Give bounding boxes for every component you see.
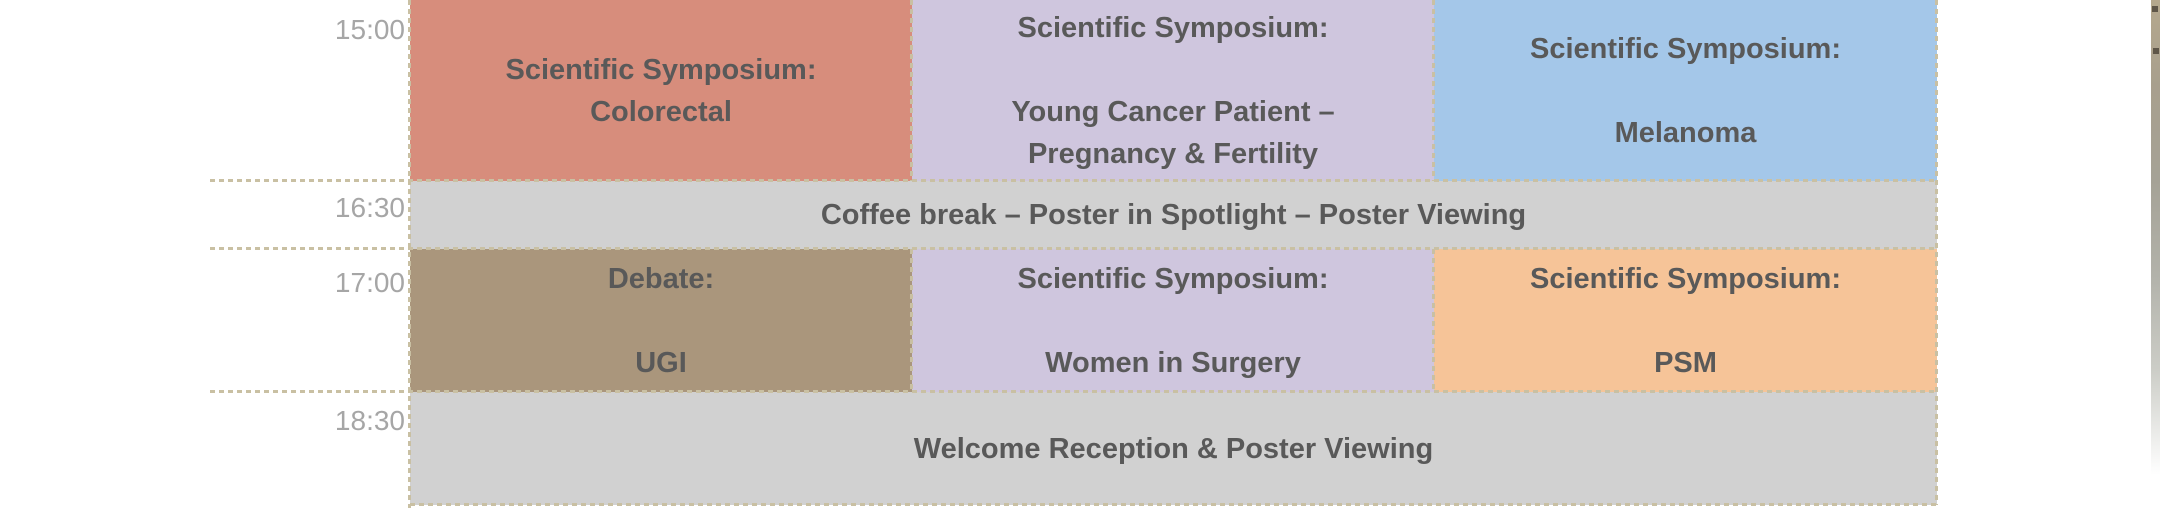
event-symposium-melanoma[interactable]: Scientific Symposium: Melanoma <box>1434 0 1937 181</box>
grid-hline-1700 <box>210 247 1937 250</box>
event-welcome-reception[interactable]: Welcome Reception & Poster Viewing <box>410 392 1937 505</box>
grid-vline-col1-row1 <box>910 0 913 181</box>
event-symposium-young-cancer-patient-label: Scientific Symposium: Young Cancer Patie… <box>1011 11 1335 170</box>
event-welcome-reception-label: Welcome Reception & Poster Viewing <box>913 432 1434 465</box>
event-debate-ugi[interactable]: Debate: UGI <box>410 249 912 392</box>
grid-vline-col2-row3 <box>1432 249 1435 392</box>
artifact-speck <box>2153 48 2159 54</box>
time-label-1630: 16:30 <box>334 192 405 223</box>
time-label-1500: 15:00 <box>334 14 405 45</box>
grid-vline-right-edge <box>1935 0 1938 505</box>
event-symposium-colorectal[interactable]: Scientific Symposium: Colorectal <box>410 0 912 181</box>
grid-hline-1830 <box>210 390 1937 393</box>
event-symposium-psm[interactable]: Scientific Symposium: PSM <box>1434 249 1937 392</box>
grid-vline-col2-row1 <box>1432 0 1435 181</box>
event-coffee-break[interactable]: Coffee break – Poster in Spotlight – Pos… <box>410 181 1937 249</box>
grid-hline-1630 <box>210 179 1937 182</box>
event-debate-ugi-label: Debate: UGI <box>607 262 715 379</box>
time-label-1830: 18:30 <box>334 405 405 436</box>
right-edge-artifact <box>2151 0 2160 475</box>
event-symposium-women-in-surgery-label: Scientific Symposium: Women in Surgery <box>1017 262 1329 379</box>
artifact-speck <box>2152 6 2158 12</box>
event-coffee-break-label: Coffee break – Poster in Spotlight – Pos… <box>820 199 1527 231</box>
event-symposium-women-in-surgery[interactable]: Scientific Symposium: Women in Surgery <box>912 249 1434 392</box>
grid-hline-bottom <box>410 503 1937 506</box>
event-symposium-young-cancer-patient[interactable]: Scientific Symposium: Young Cancer Patie… <box>912 0 1434 181</box>
time-label-1700: 17:00 <box>334 267 405 298</box>
event-symposium-psm-label: Scientific Symposium: PSM <box>1529 262 1841 379</box>
grid-vline-col1-row3 <box>910 249 913 392</box>
event-symposium-melanoma-label: Scientific Symposium: Melanoma <box>1529 32 1841 149</box>
grid-vline-gutter <box>408 0 411 508</box>
event-symposium-colorectal-label: Scientific Symposium: Colorectal <box>505 53 817 128</box>
